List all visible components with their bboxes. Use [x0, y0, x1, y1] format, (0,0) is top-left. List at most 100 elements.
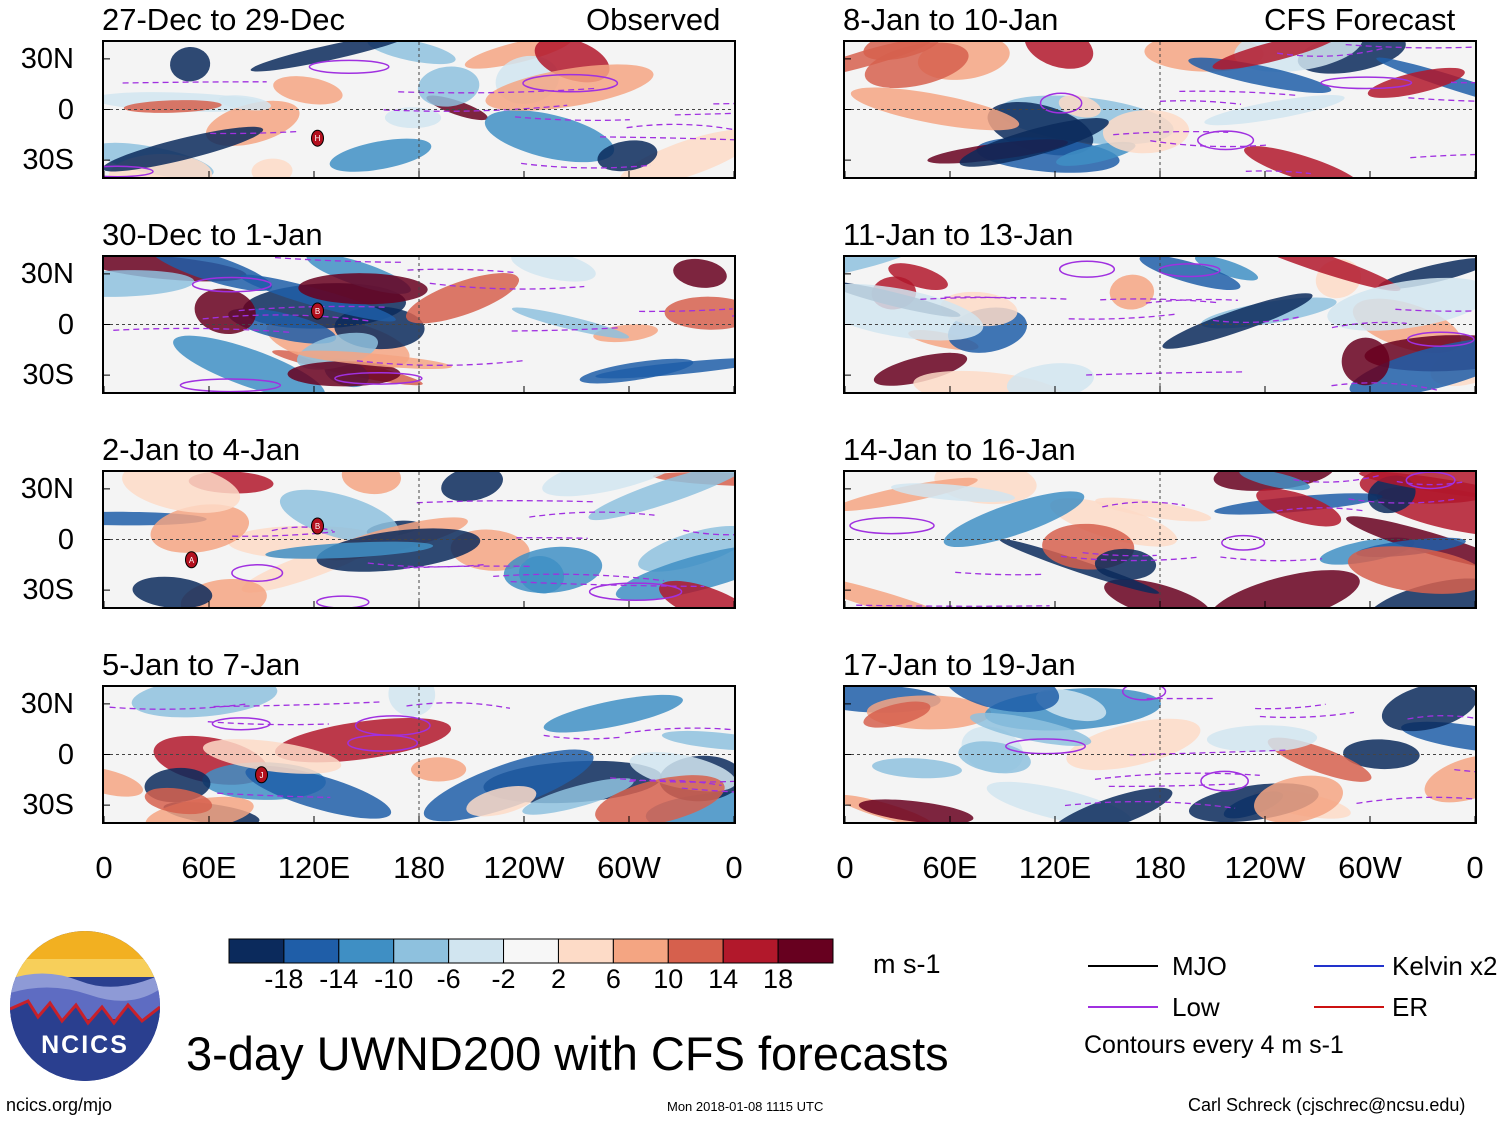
lat-tick-label: 30S [22, 359, 74, 392]
lat-tick-label: 0 [57, 308, 74, 341]
lon-tick-label: 60W [1338, 850, 1402, 885]
lat-tick-label: 30N [20, 257, 74, 290]
colorbar-tick-label: 10 [653, 964, 684, 994]
legend-label-mjo: MJO [1172, 951, 1227, 981]
map-svg-3: J [104, 687, 734, 822]
colorbar-tick-label: -18 [264, 964, 304, 994]
wind-field [104, 472, 734, 607]
logo-text: NCICS [41, 1031, 129, 1059]
colorbar-swatch [283, 938, 340, 964]
panel-title-1: 30-Dec to 1-Jan [102, 217, 323, 252]
panel-title-3: 5-Jan to 7-Jan [102, 647, 301, 682]
lon-tick-label: 0 [95, 850, 113, 885]
map-svg-0: H [104, 42, 734, 177]
legend: MJO Kelvin x2 Low ER [1088, 950, 1508, 1060]
legend-line-mjo [1088, 965, 1158, 967]
colorbar-tick-label: -6 [436, 964, 461, 994]
map-svg-1: B [104, 257, 734, 392]
colorbar-swatch [503, 938, 559, 964]
legend-label-er: ER [1392, 992, 1429, 1022]
colorbar-swatch [777, 938, 834, 964]
contours [231, 500, 734, 607]
legend-label-low: Low [1172, 992, 1220, 1022]
contour-note: Contours every 4 m s-1 [1084, 1031, 1344, 1059]
lon-tick-label: 120W [483, 850, 565, 885]
colorbar-tick-label: 18 [763, 964, 794, 994]
storm-marker-label: A [189, 556, 195, 565]
contours [104, 59, 734, 177]
panel-title-6: 14-Jan to 16-Jan [843, 432, 1076, 467]
map-svg-7 [845, 687, 1475, 822]
lat-tick-label: 30N [20, 42, 74, 75]
map-svg-5 [845, 257, 1475, 392]
lon-tick-label: 60E [181, 850, 237, 885]
storm-marker: B [311, 517, 324, 535]
storm-marker: J [255, 766, 268, 784]
storm-marker-label: H [315, 134, 321, 143]
lat-tick-label: 0 [57, 523, 74, 556]
lon-tick-label: 120E [277, 850, 351, 885]
storm-marker: B [311, 302, 324, 320]
map-svg-2: BA [104, 472, 734, 607]
colorbar-swatch [448, 938, 505, 964]
map-panel-7 [843, 685, 1477, 824]
lon-tick-label: 60E [922, 850, 978, 885]
contours [1005, 687, 1475, 809]
units-label: m s-1 [873, 949, 941, 979]
colorbar-swatch [557, 938, 614, 964]
colorbar-swatch [722, 938, 779, 964]
storm-marker: H [311, 129, 324, 147]
colorbar-tick-label: -2 [491, 964, 516, 994]
map-panel-1: B [102, 255, 736, 394]
contours [920, 260, 1475, 391]
colorbar-swatch [612, 938, 669, 964]
lat-tick-label: 30S [22, 574, 74, 607]
storm-marker-label: B [315, 522, 320, 531]
lon-tick-label: 120W [1224, 850, 1306, 885]
contours [849, 472, 1463, 607]
footer-author: Carl Schreck (cjschrec@ncsu.edu) [1188, 1095, 1466, 1115]
legend-line-er [1314, 1006, 1384, 1008]
colorbar [228, 938, 834, 964]
map-panel-5 [843, 255, 1477, 394]
legend-label-kelvin: Kelvin x2 [1392, 951, 1498, 981]
panel-title-7: 17-Jan to 19-Jan [843, 647, 1076, 682]
panel-title-2: 2-Jan to 4-Jan [102, 432, 301, 467]
storm-marker: A [185, 551, 198, 569]
lon-tick-label: 0 [1466, 850, 1484, 885]
legend-line-kelvin [1314, 965, 1384, 967]
lat-tick-label: 0 [57, 738, 74, 771]
storm-marker-label: B [315, 307, 320, 316]
lat-tick-label: 30S [22, 144, 74, 177]
storm-marker-label: J [260, 771, 264, 780]
main-title: 3-day UWND200 with CFS forecasts [186, 1027, 949, 1080]
lat-tick-label: 30N [20, 472, 74, 505]
column-label-observed: Observed [586, 2, 721, 37]
panel-title-5: 11-Jan to 13-Jan [843, 217, 1074, 252]
colorbar-tick-label: -14 [319, 964, 359, 994]
lon-tick-label: 0 [725, 850, 743, 885]
lat-tick-label: 30S [22, 789, 74, 822]
wind-field [104, 42, 734, 177]
map-panel-4 [843, 40, 1477, 179]
contours [1039, 43, 1475, 175]
legend-line-low [1088, 1006, 1158, 1008]
colorbar-swatch [228, 938, 285, 964]
map-panel-0: H [102, 40, 736, 179]
panel-title-4: 8-Jan to 10-Jan [843, 2, 1059, 37]
footer-url[interactable]: ncics.org/mjo [6, 1095, 113, 1115]
lon-tick-label: 60W [597, 850, 661, 885]
colorbar-tick-label: 14 [708, 964, 739, 994]
map-panel-6 [843, 470, 1477, 609]
colorbar-tick-label: 2 [550, 964, 566, 994]
footer-timestamp: Mon 2018-01-08 1115 UTC [667, 1099, 824, 1114]
lon-tick-label: 180 [393, 850, 445, 885]
colorbar-swatch [393, 938, 450, 964]
lat-tick-label: 0 [57, 93, 74, 126]
lon-tick-label: 180 [1134, 850, 1186, 885]
colorbar-swatch [338, 938, 395, 964]
colorbar-swatch [667, 938, 724, 964]
contours [109, 701, 734, 799]
lon-tick-label: 120E [1018, 850, 1092, 885]
